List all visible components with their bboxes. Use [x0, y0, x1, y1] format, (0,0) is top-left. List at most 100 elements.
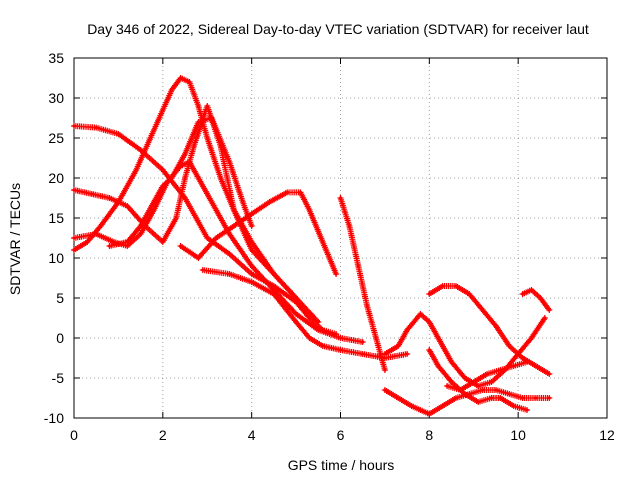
series-arc-10 [381, 387, 553, 417]
data-point [529, 336, 534, 340]
data-point [361, 340, 365, 344]
series-trace [426, 283, 553, 377]
data-point [174, 216, 178, 220]
y-tick-label: -10 [44, 410, 64, 426]
data-point [547, 372, 551, 376]
data-point [307, 316, 312, 320]
data-point [205, 236, 209, 240]
y-tick-label: 5 [56, 290, 64, 306]
series-arc-14 [519, 287, 553, 313]
data-point [512, 404, 516, 408]
data-point [116, 200, 121, 204]
data-point [139, 148, 143, 152]
data-point [463, 376, 467, 380]
chart-title: Day 346 of 2022, Sidereal Day-to-day VTE… [87, 21, 589, 37]
data-point [196, 104, 200, 108]
data-point [152, 200, 156, 204]
data-point [449, 360, 454, 364]
data-point [272, 292, 276, 296]
data-point [218, 176, 223, 180]
data-point [463, 392, 467, 396]
x-tick-label: 12 [599, 427, 615, 443]
data-point [405, 352, 409, 356]
data-point [481, 308, 485, 312]
data-point [250, 280, 254, 284]
x-tick-label: 2 [159, 427, 167, 443]
data-point [338, 336, 343, 340]
data-point [139, 232, 143, 236]
data-point [201, 268, 205, 272]
y-tick-label: 35 [48, 50, 64, 66]
data-point [227, 252, 232, 256]
data-point [227, 232, 232, 236]
data-point [241, 200, 245, 204]
data-point [494, 388, 498, 392]
y-tick-label: 25 [48, 130, 64, 146]
data-point [307, 336, 312, 340]
data-point [498, 396, 502, 400]
data-point [161, 168, 165, 172]
data-point [427, 292, 431, 296]
data-point [374, 336, 378, 340]
data-point [210, 116, 214, 120]
data-point [94, 232, 98, 236]
data-point [356, 264, 360, 268]
data-point [441, 284, 445, 288]
data-point [405, 328, 409, 332]
data-point [476, 384, 480, 388]
data-point [538, 296, 542, 300]
data-point [321, 344, 325, 348]
data-point [227, 160, 232, 164]
data-point [445, 384, 449, 388]
data-point [107, 196, 112, 200]
data-point [232, 224, 236, 228]
series-trace [71, 123, 340, 337]
y-tick-label: 30 [48, 90, 64, 106]
data-point [521, 292, 525, 296]
data-point [196, 120, 200, 124]
data-point [94, 126, 98, 130]
data-point [361, 352, 365, 356]
data-point [454, 284, 458, 288]
series-trace [444, 359, 530, 393]
data-point [334, 272, 338, 276]
data-point [534, 396, 538, 400]
data-point [427, 412, 431, 416]
data-point [427, 348, 431, 352]
data-point [152, 128, 156, 132]
x-tick-label: 0 [70, 427, 78, 443]
data-point [250, 240, 254, 244]
data-point [507, 392, 511, 396]
data-point [179, 76, 183, 80]
data-point [316, 328, 320, 332]
series-trace [71, 159, 366, 345]
y-tick-label: 15 [48, 210, 64, 226]
series-arc-11 [426, 347, 530, 413]
data-point [183, 196, 187, 200]
x-tick-label: 4 [248, 427, 256, 443]
y-axis-label: SDTVAR / TECUs [7, 183, 23, 295]
data-point [196, 256, 200, 260]
data-point [107, 244, 112, 248]
series-arc-6 [177, 189, 340, 277]
data-point [116, 132, 121, 136]
x-axis-label: GPS time / hours [288, 457, 395, 473]
data-point [267, 200, 272, 204]
y-tick-label: 10 [48, 250, 64, 266]
data-point [409, 404, 414, 408]
data-point [227, 272, 232, 276]
series-arc-5 [106, 115, 255, 249]
data-point [285, 190, 289, 194]
series-arc-12 [426, 283, 553, 377]
data-point [250, 248, 254, 252]
y-tick-label: 20 [48, 170, 64, 186]
data-point [338, 196, 343, 200]
data-point [436, 364, 440, 368]
data-point [476, 400, 480, 404]
data-point [485, 372, 489, 376]
data-point [210, 200, 214, 204]
data-point [134, 168, 138, 172]
data-point [187, 160, 192, 164]
data-point [529, 288, 534, 292]
